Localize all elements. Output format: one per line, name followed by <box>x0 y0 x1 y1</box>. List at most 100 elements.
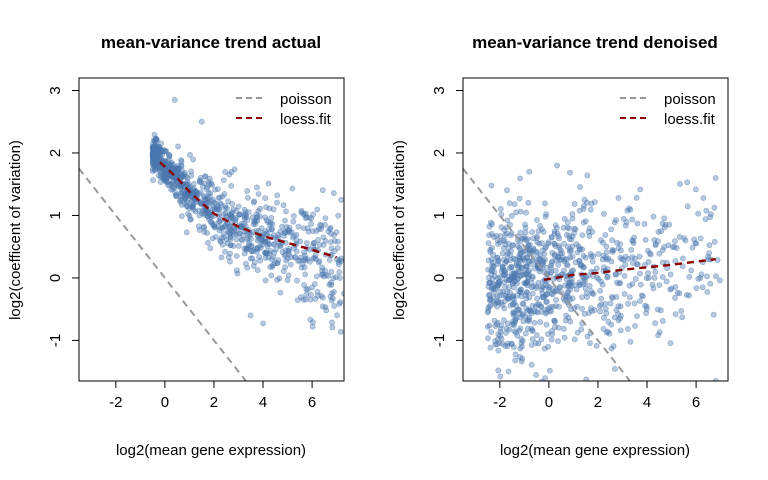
data-point <box>522 330 529 337</box>
data-point <box>495 299 501 306</box>
data-point <box>158 140 164 147</box>
data-point <box>504 187 510 194</box>
data-point <box>580 205 587 212</box>
data-point <box>603 243 610 250</box>
data-point <box>617 303 624 310</box>
data-point <box>544 264 550 271</box>
data-point <box>253 214 260 221</box>
data-point <box>149 168 156 175</box>
data-point <box>571 201 578 207</box>
data-point <box>309 323 316 330</box>
data-point <box>273 246 279 253</box>
data-point <box>571 305 578 311</box>
data-point <box>334 312 340 319</box>
data-point <box>633 194 640 201</box>
data-point <box>294 277 300 284</box>
data-point <box>316 258 323 265</box>
data-point <box>488 285 495 292</box>
data-point <box>692 186 699 193</box>
data-point <box>497 205 504 212</box>
data-point <box>233 236 240 243</box>
data-point <box>197 189 204 196</box>
x-tick-label: 0 <box>545 394 553 411</box>
data-point <box>603 249 610 256</box>
data-point <box>634 313 640 319</box>
data-point <box>494 319 501 326</box>
data-point <box>499 263 506 270</box>
data-point <box>511 273 518 280</box>
data-point <box>528 361 535 368</box>
data-point <box>710 311 717 318</box>
data-point <box>256 254 262 260</box>
data-point <box>672 311 679 317</box>
y-tick-label: 2 <box>431 149 448 157</box>
data-point <box>506 200 513 207</box>
data-point <box>706 250 712 257</box>
data-point <box>630 240 637 246</box>
data-point <box>192 208 199 215</box>
data-point <box>318 222 324 229</box>
data-point <box>601 210 607 217</box>
data-point <box>676 233 683 240</box>
data-point <box>520 300 527 307</box>
data-point <box>209 235 216 242</box>
x-tick-label: -2 <box>109 394 122 411</box>
data-point <box>336 300 343 307</box>
data-point <box>597 308 603 315</box>
data-point <box>505 293 512 300</box>
data-point <box>190 202 196 209</box>
data-point <box>659 247 666 253</box>
data-point <box>587 340 593 346</box>
data-point <box>609 248 616 255</box>
data-point <box>307 296 314 303</box>
data-point <box>204 230 210 236</box>
data-point <box>486 232 492 238</box>
data-point <box>306 246 313 253</box>
data-point <box>576 257 583 264</box>
data-point <box>612 365 618 372</box>
data-point <box>497 373 504 380</box>
data-point <box>338 196 344 203</box>
data-point <box>579 294 585 300</box>
chart-title: mean-variance trend denoised <box>472 33 718 52</box>
data-point <box>536 240 543 247</box>
data-point <box>155 163 162 170</box>
data-point <box>565 243 571 250</box>
data-point <box>689 244 696 251</box>
data-point <box>548 259 555 266</box>
data-point <box>561 256 568 263</box>
data-point <box>301 252 308 259</box>
data-point <box>489 268 496 274</box>
data-point <box>565 288 572 295</box>
series-line-loess-fit <box>543 258 716 281</box>
data-point <box>335 212 342 219</box>
data-point <box>298 294 304 301</box>
data-point <box>634 261 641 268</box>
data-point <box>584 294 590 300</box>
data-point <box>684 179 691 186</box>
data-point <box>163 178 169 185</box>
data-point <box>196 227 203 233</box>
data-point <box>649 281 656 288</box>
data-point <box>336 269 343 276</box>
line-layer <box>79 161 337 381</box>
data-point <box>330 275 337 281</box>
data-point <box>204 213 211 220</box>
data-point <box>274 192 281 199</box>
data-point <box>246 241 252 248</box>
data-point <box>663 278 670 285</box>
data-point <box>233 253 240 259</box>
data-point <box>608 226 614 233</box>
data-point <box>322 237 329 244</box>
data-point <box>659 274 666 280</box>
data-point <box>265 180 272 187</box>
data-point <box>491 317 498 324</box>
data-point <box>501 271 508 278</box>
data-point <box>311 281 318 287</box>
data-point <box>188 168 195 175</box>
data-point <box>552 303 559 309</box>
data-point <box>519 312 526 318</box>
data-point <box>301 282 307 288</box>
data-point <box>543 211 549 217</box>
data-point <box>543 309 550 316</box>
